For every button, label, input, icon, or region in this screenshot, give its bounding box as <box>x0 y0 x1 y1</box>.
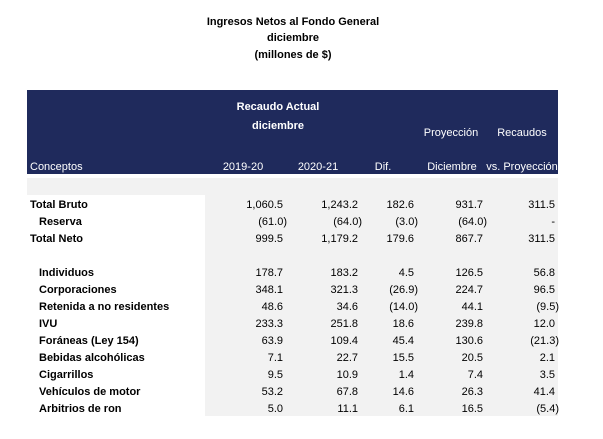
cell: 45.4 <box>393 335 414 347</box>
cell: 182.6 <box>386 199 414 211</box>
row-label: Vehículos de motor <box>39 386 141 398</box>
cell: 5.0 <box>268 403 283 415</box>
header-band <box>27 90 558 174</box>
cell: 321.3 <box>330 284 358 296</box>
numeric-shade <box>205 195 558 416</box>
cell: 63.9 <box>262 335 283 347</box>
cell: (9.5) <box>536 301 559 313</box>
cell: 11.1 <box>337 403 358 415</box>
column-header: Recaudos <box>497 127 547 139</box>
row-label: Arbitrios de ron <box>39 403 122 415</box>
column-header: 2019-20 <box>223 161 263 173</box>
cell: 34.6 <box>337 301 358 313</box>
cell: 251.8 <box>330 318 358 330</box>
cell: 15.5 <box>393 352 414 364</box>
cell: 10.9 <box>337 369 358 381</box>
cell: 6.1 <box>399 403 414 415</box>
row-label: Corporaciones <box>39 284 117 296</box>
cell: 1.4 <box>399 369 414 381</box>
cell: 867.7 <box>455 233 483 245</box>
row-label: Individuos <box>39 267 94 279</box>
subtitle: diciembre <box>267 32 319 44</box>
cell: 931.7 <box>455 199 483 211</box>
row-label: Total Neto <box>30 233 83 245</box>
cell: 22.7 <box>337 352 358 364</box>
cell: 12.0 <box>534 318 555 330</box>
row-label: Cigarrillos <box>39 369 93 381</box>
cell: 14.6 <box>393 386 414 398</box>
cell: (21.3) <box>530 335 559 347</box>
row-label: Total Bruto <box>30 199 88 211</box>
cell: 348.1 <box>255 284 283 296</box>
cell: 2.1 <box>540 352 555 364</box>
cell: 26.3 <box>462 386 483 398</box>
cell: 41.4 <box>534 386 555 398</box>
cell: - <box>551 216 555 228</box>
cell: 179.6 <box>386 233 414 245</box>
column-header: Proyección <box>424 127 478 139</box>
cell: (64.0) <box>333 216 362 228</box>
cell: 7.1 <box>268 352 283 364</box>
cell: (61.0) <box>258 216 287 228</box>
cell: 233.3 <box>255 318 283 330</box>
column-header: Conceptos <box>30 161 83 173</box>
cell: (26.9) <box>389 284 418 296</box>
cell: 109.4 <box>330 335 358 347</box>
row-label: Bebidas alcohólicas <box>39 352 145 364</box>
title: Ingresos Netos al Fondo General <box>207 16 379 28</box>
units: (millones de $) <box>254 49 331 61</box>
cell: 3.5 <box>540 369 555 381</box>
column-header: Diciembre <box>427 161 477 173</box>
cell: 224.7 <box>455 284 483 296</box>
row-label: Reserva <box>39 216 83 228</box>
cell: 16.5 <box>462 403 483 415</box>
cell: 239.8 <box>455 318 483 330</box>
cell: (5.4) <box>536 403 559 415</box>
row-label: Foráneas (Ley 154) <box>39 335 139 347</box>
cell: 4.5 <box>399 267 414 279</box>
cell: (64.0) <box>458 216 487 228</box>
cell: 9.5 <box>268 369 283 381</box>
cell: 311.5 <box>528 199 555 211</box>
cell: 56.8 <box>534 267 555 279</box>
cell: 999.5 <box>255 233 283 245</box>
cell: 178.7 <box>255 267 283 279</box>
spacer-row <box>27 178 558 195</box>
cell: 1,179.2 <box>321 233 358 245</box>
cell: (14.0) <box>389 301 418 313</box>
cell: 67.8 <box>337 386 358 398</box>
cell: 311.5 <box>528 233 555 245</box>
cell: 7.4 <box>468 369 483 381</box>
column-header: vs. Proyección <box>486 161 558 173</box>
cell: 20.5 <box>462 352 483 364</box>
group-header: diciembre <box>252 120 304 132</box>
cell: 18.6 <box>393 318 414 330</box>
column-header: 2020-21 <box>298 161 338 173</box>
cell: 53.2 <box>262 386 283 398</box>
row-label: IVU <box>39 318 57 330</box>
cell: 96.5 <box>534 284 555 296</box>
cell: 1,060.5 <box>246 199 283 211</box>
group-header: Recaudo Actual <box>237 101 320 113</box>
row-label: Retenida a no residentes <box>39 301 169 313</box>
cell: 126.5 <box>455 267 483 279</box>
column-header: Dif. <box>375 161 392 173</box>
cell: 1,243.2 <box>321 199 358 211</box>
cell: 44.1 <box>462 301 483 313</box>
cell: (3.0) <box>395 216 418 228</box>
cell: 48.6 <box>262 301 283 313</box>
cell: 183.2 <box>330 267 358 279</box>
cell: 130.6 <box>455 335 483 347</box>
